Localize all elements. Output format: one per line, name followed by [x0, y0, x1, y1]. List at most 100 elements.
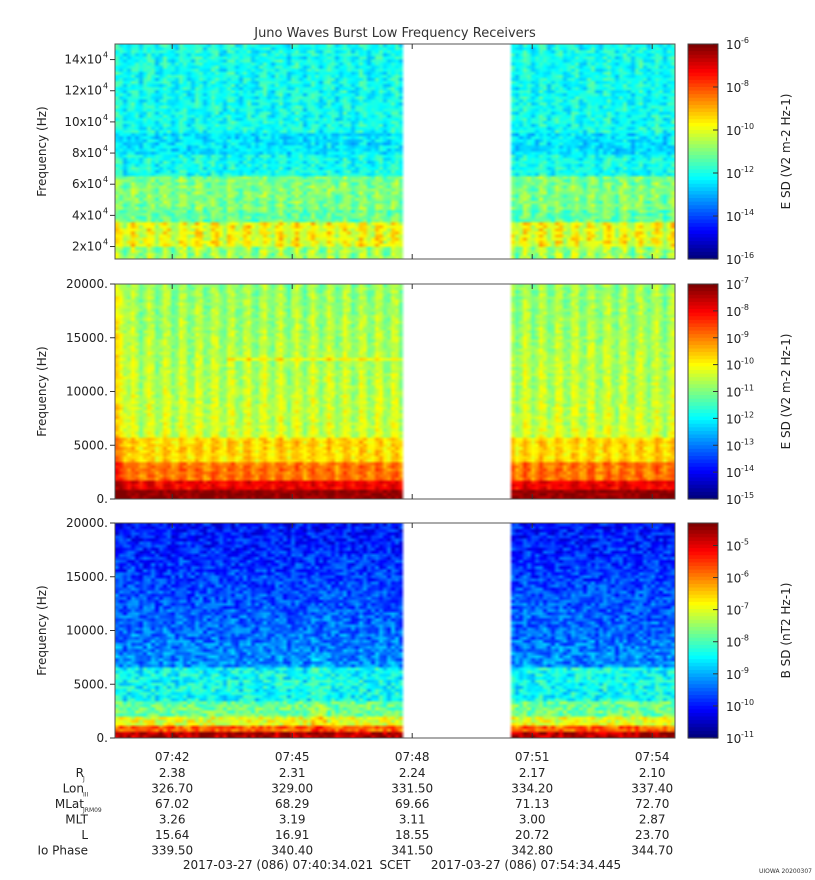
colorbar-swatch — [688, 212, 718, 217]
colorbar-swatch — [688, 201, 718, 206]
start-time: 2017-03-27 (086) 07:40:34.021 — [183, 858, 373, 872]
ephemeris-row-label: MLT — [65, 813, 88, 827]
colorbar-swatch — [688, 680, 718, 685]
colorbar-tick-exponent: -11 — [741, 730, 754, 739]
colorbar-frame — [687, 43, 719, 260]
ephemeris-value: 2.17 — [519, 766, 546, 780]
colorbar-swatch — [688, 691, 718, 696]
colorbar-swatch — [688, 523, 718, 528]
colorbar-swatch — [688, 54, 718, 59]
colorbar-swatch — [688, 119, 718, 124]
colorbar-swatch — [688, 344, 718, 350]
colorbar-swatch — [688, 44, 718, 49]
colorbar-swatch — [688, 540, 718, 546]
colorbar-tick-label: 10 — [726, 493, 741, 507]
colorbar-swatch — [688, 619, 718, 624]
colorbar-swatch — [688, 352, 718, 357]
colorbar-swatch — [688, 438, 718, 443]
colorbar-swatch — [688, 587, 718, 592]
colorbar-swatch — [688, 65, 718, 70]
colorbar-swatch — [688, 488, 718, 493]
colorbar-swatch — [688, 727, 718, 732]
y-tick-label: 20000. — [66, 516, 108, 530]
y-tick-label: 10x10 — [64, 115, 102, 129]
ephemeris-value: 2.87 — [639, 813, 666, 827]
colorbar-swatch — [688, 566, 718, 571]
colorbar-swatch — [688, 594, 718, 599]
colorbar-swatch — [688, 402, 718, 407]
y-tick-label: 0. — [97, 731, 108, 745]
colorbar-swatch — [688, 305, 718, 310]
y-tick-exponent: 4 — [103, 144, 108, 153]
end-time: 2017-03-27 (086) 07:54:34.445 — [431, 858, 621, 872]
x-tick-label: 07:48 — [395, 750, 430, 764]
colorbar-swatch — [688, 337, 718, 342]
ephemeris-value: 331.50 — [391, 782, 433, 796]
colorbar-swatch — [688, 601, 718, 607]
colorbar-swatch — [688, 237, 718, 242]
spectrogram-panel-3: 0. 5000. 10000. 15000. 20000. Frequency (Hz) 1… — [35, 516, 793, 746]
colorbar-tick-label: 10 — [726, 81, 741, 95]
colorbar-swatch — [688, 569, 718, 574]
colorbar-swatch — [688, 734, 718, 739]
y-tick-label: 4x10 — [72, 208, 102, 222]
y-tick-label: 14x10 — [64, 53, 102, 67]
y-tick-exponent: 4 — [103, 82, 108, 91]
ephemeris-table: R J 2.38 2.31 2.24 2.17 2.10 Lon III 326.70 329.00… — [37, 766, 673, 858]
y-tick-exponent: 4 — [103, 238, 108, 247]
colorbar-swatch — [688, 90, 718, 95]
colorbar-swatch — [688, 580, 718, 585]
colorbar-swatch — [688, 140, 718, 145]
colorbar-swatch — [688, 284, 718, 289]
colorbar-swatch — [688, 662, 718, 667]
ephemeris-value: 18.55 — [395, 828, 429, 842]
colorbar-swatch — [688, 687, 718, 693]
colorbar-tick-label: 10 — [726, 253, 741, 267]
colorbar-swatch — [688, 316, 718, 321]
colorbar-tick-label: 10 — [726, 332, 741, 346]
y-tick-label: 5000. — [74, 677, 108, 691]
colorbar-swatch — [688, 126, 718, 131]
colorbar-tick-exponent: -12 — [741, 410, 754, 419]
ephemeris-value: 3.11 — [399, 813, 426, 827]
colorbar-swatch — [688, 370, 718, 375]
colorbar-swatch — [688, 669, 718, 675]
colorbar-swatch — [688, 684, 718, 689]
colorbar-swatch — [688, 97, 718, 102]
ephemeris-value: 72.70 — [635, 797, 669, 811]
colorbar-swatch — [688, 183, 718, 188]
colorbar-swatch — [688, 609, 718, 614]
colorbar-swatch — [688, 133, 718, 138]
colorbar-swatch — [688, 413, 718, 418]
colorbar-swatch — [688, 484, 718, 489]
colorbar-tick-exponent: -16 — [741, 251, 754, 260]
colorbar-tick-label: 10 — [726, 604, 741, 618]
colorbar-tick-label: 10 — [726, 386, 741, 400]
panel-frame — [114, 43, 676, 260]
y-axis-label: Frequency (Hz) — [35, 106, 49, 197]
colorbar-swatch — [688, 441, 718, 446]
colorbar-swatch — [688, 491, 718, 497]
colorbar-swatch — [688, 108, 718, 113]
colorbar-swatch — [688, 481, 718, 486]
colorbar-swatch — [688, 533, 718, 538]
ephemeris-value: 20.72 — [515, 828, 549, 842]
colorbar-swatch — [688, 698, 718, 703]
colorbar-swatch — [688, 359, 718, 364]
colorbar-swatch — [688, 473, 718, 479]
colorbar-swatch — [688, 362, 718, 368]
colorbar-swatch — [688, 94, 718, 99]
colorbar-swatch — [688, 301, 718, 307]
ephemeris-value: 337.40 — [631, 782, 673, 796]
colorbar-swatch — [688, 180, 718, 185]
colorbar-swatch — [688, 51, 718, 56]
colorbar-swatch — [688, 169, 718, 174]
ephemeris-value: 3.26 — [159, 813, 186, 827]
colorbar-swatch — [688, 147, 718, 153]
ephemeris-value: 68.29 — [275, 797, 309, 811]
colorbar-swatch — [688, 495, 718, 500]
colorbar-tick-label: 10 — [726, 668, 741, 682]
colorbar-swatch — [688, 287, 718, 292]
colorbar-swatch — [688, 334, 718, 339]
colorbar-swatch — [688, 705, 718, 710]
